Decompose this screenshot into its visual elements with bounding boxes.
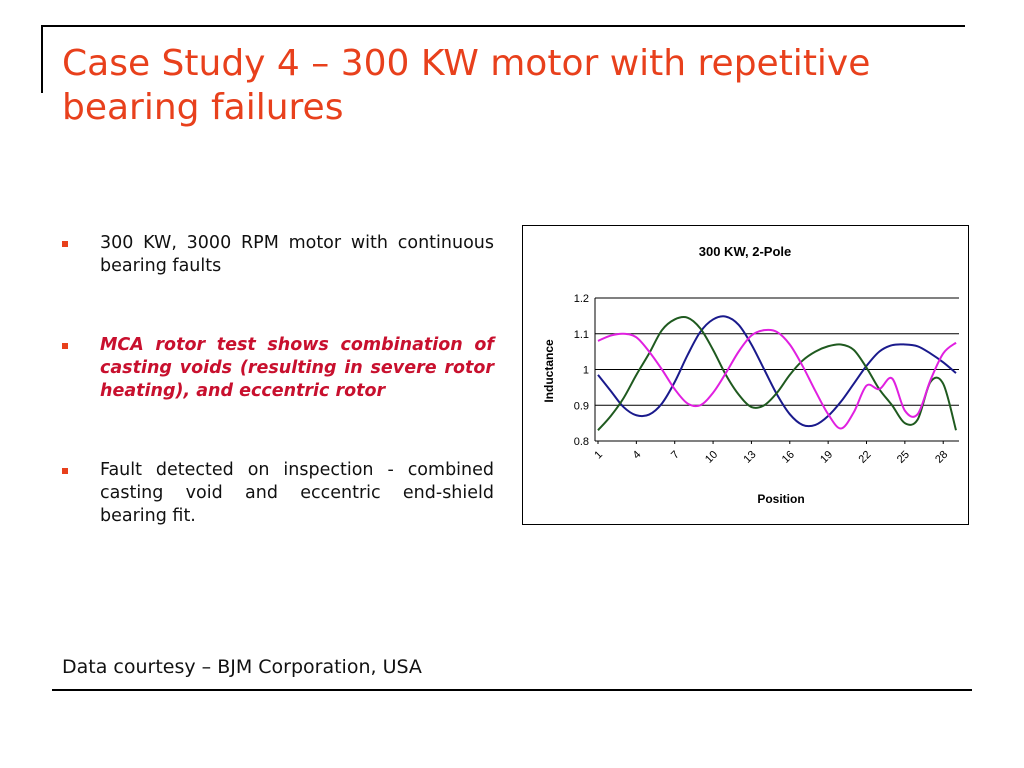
chart-svg: 300 KW, 2-Pole Inductance Position 0.80.… <box>542 244 959 506</box>
left-rule <box>41 27 43 93</box>
y-axis-label: Inductance <box>542 339 556 403</box>
x-tick-label: 1 <box>592 449 605 462</box>
x-tick-label: 25 <box>895 449 912 466</box>
slide-title: Case Study 4 – 300 KW motor with repetit… <box>62 43 871 128</box>
bullet-marker-icon <box>62 468 68 474</box>
y-tick-label: 1.2 <box>574 293 589 305</box>
inductance-chart: 300 KW, 2-Pole Inductance Position 0.8 0.… <box>522 225 969 525</box>
y-tick-label: 1.1 <box>574 329 589 341</box>
bullet-marker-icon <box>62 241 68 247</box>
bullet-item-3: Fault detected on inspection - combined … <box>62 459 494 528</box>
series-line-2 <box>597 316 957 431</box>
x-tick-label: 4 <box>631 449 644 462</box>
series-line-1 <box>597 315 957 428</box>
chart-title: 300 KW, 2-Pole <box>699 244 791 259</box>
x-tick-label: 19 <box>818 449 835 466</box>
bullet-text-3: Fault detected on inspection - combined … <box>100 460 494 526</box>
x-tick-label: 7 <box>669 449 682 462</box>
bullet-marker-icon <box>62 343 68 349</box>
bullet-text-1: 300 KW, 3000 RPM motor with continuous b… <box>100 233 494 276</box>
footer-credit: Data courtesy – BJM Corporation, USA <box>62 656 422 678</box>
bullet-item-2: MCA rotor test shows combination of cast… <box>62 334 494 403</box>
x-axis-label: Position <box>757 492 804 506</box>
footer-rule <box>52 689 972 691</box>
x-tick-label: 10 <box>703 449 720 466</box>
x-tick-label: 28 <box>933 449 950 466</box>
y-tick-label: 0.9 <box>574 400 589 412</box>
bullet-text-2: MCA rotor test shows combination of cast… <box>100 335 494 401</box>
y-tick-label: 0.8 <box>574 436 589 448</box>
bullet-list: 300 KW, 3000 RPM motor with continuous b… <box>62 232 494 528</box>
x-tick-label: 13 <box>741 449 758 466</box>
series-line-3 <box>597 328 957 430</box>
x-tick-label: 16 <box>780 449 797 466</box>
bullet-item-1: 300 KW, 3000 RPM motor with continuous b… <box>62 232 494 278</box>
top-rule <box>41 25 965 27</box>
y-tick-label: 1 <box>583 365 589 377</box>
plot-area: 0.8 0.9 1 1.1 1.2 1 4 7 10 13 16 19 22 25 28 <box>574 293 959 466</box>
x-tick-label: 22 <box>856 449 873 466</box>
